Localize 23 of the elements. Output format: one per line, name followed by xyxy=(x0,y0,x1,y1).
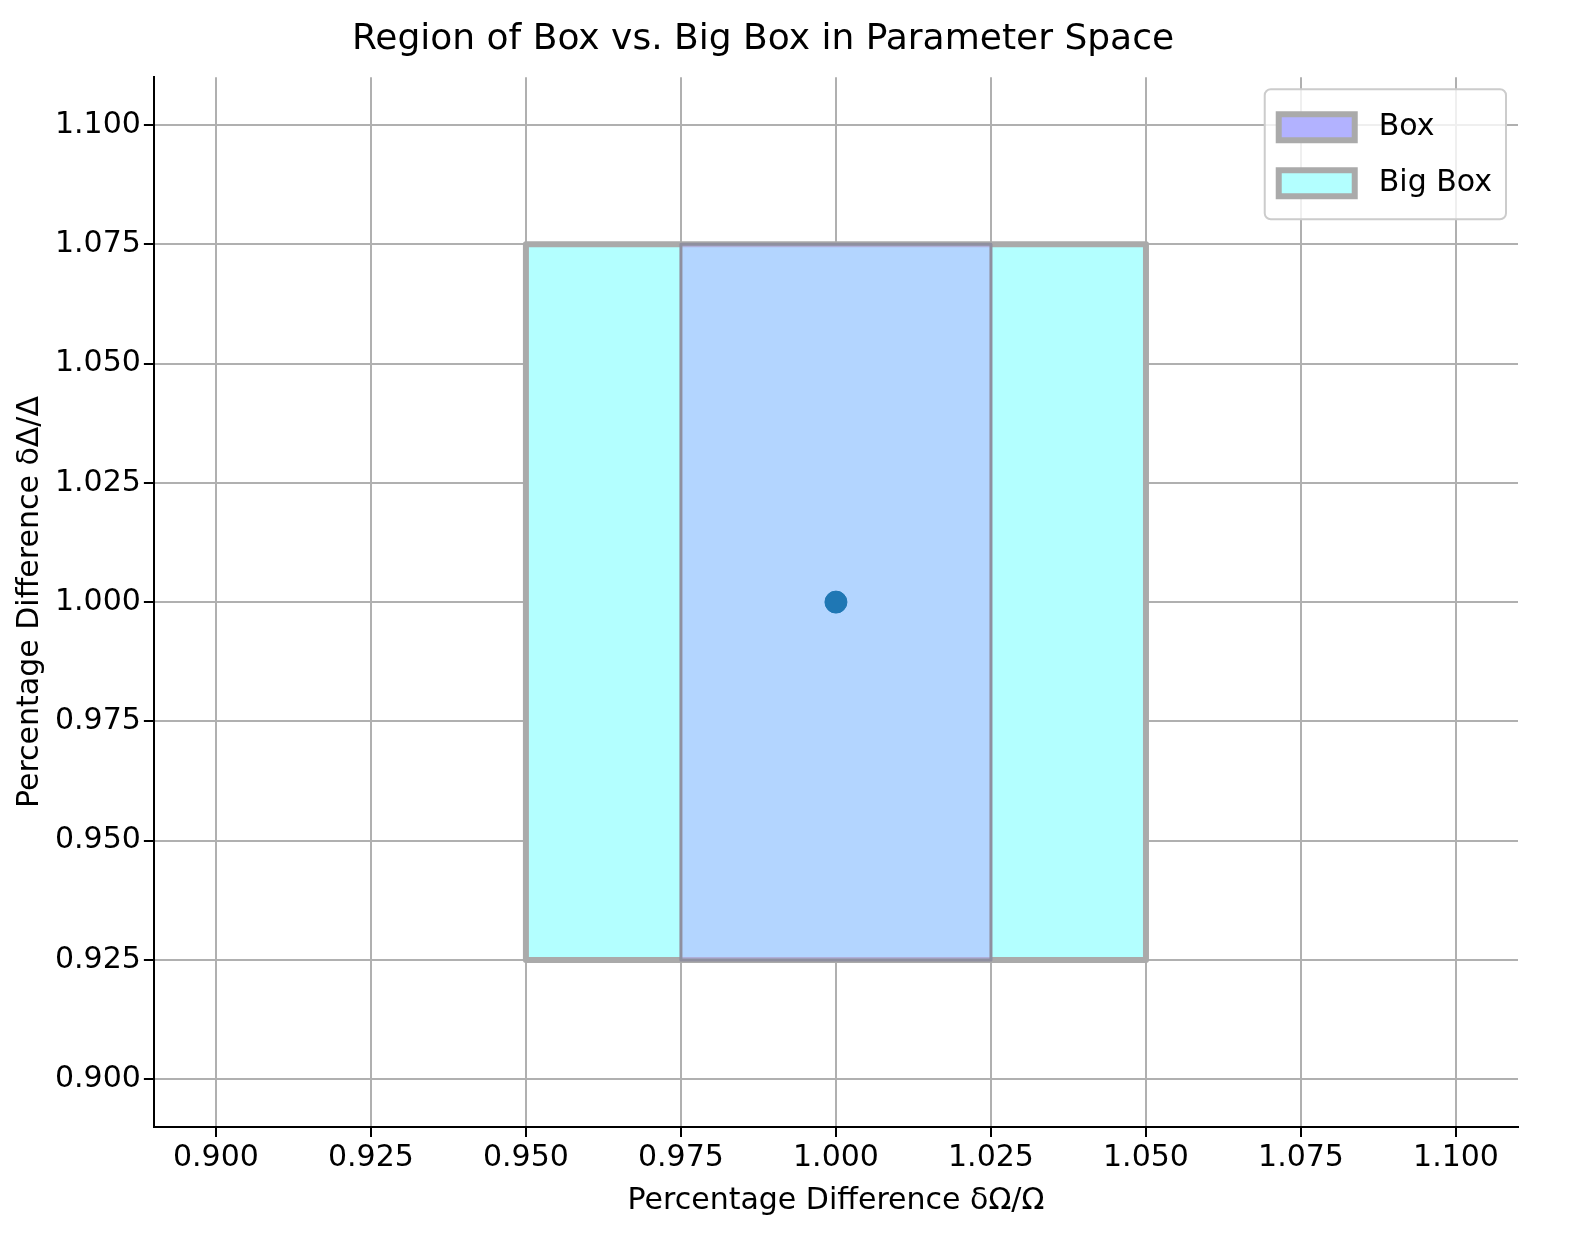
x-tick-label: 1.075 xyxy=(1258,1137,1344,1173)
x-tick-label: 0.900 xyxy=(172,1137,259,1173)
x-tick-label: 0.925 xyxy=(327,1137,414,1173)
y-tick-label: 1.025 xyxy=(54,462,141,498)
legend-label: Big Box xyxy=(1378,163,1492,198)
x-tick-label: 0.975 xyxy=(637,1137,724,1173)
y-tick-label: 0.925 xyxy=(54,939,141,975)
y-tick-label: 0.975 xyxy=(54,701,141,737)
y-tick-label: 1.075 xyxy=(54,224,141,260)
y-tick-label: 1.100 xyxy=(54,104,141,140)
x-tick-label: 1.000 xyxy=(793,1137,879,1173)
y-tick-label: 0.900 xyxy=(54,1059,141,1095)
y-axis-title: Percentage Difference δΔ/Δ xyxy=(9,395,45,809)
x-tick-label: 0.950 xyxy=(482,1137,569,1173)
y-tick-label: 0.950 xyxy=(54,820,141,856)
x-axis-title: Percentage Difference δΩ/Ω xyxy=(627,1180,1045,1216)
x-tick-label: 1.025 xyxy=(948,1137,1034,1173)
chart-title: Region of Box vs. Big Box in Parameter Space xyxy=(351,15,1175,57)
x-tick-label: 1.100 xyxy=(1413,1137,1499,1173)
legend-label: Box xyxy=(1378,107,1435,142)
y-tick-label: 1.000 xyxy=(54,581,141,617)
y-tick-label: 1.050 xyxy=(54,343,141,379)
x-tick-label: 1.050 xyxy=(1103,1137,1189,1173)
